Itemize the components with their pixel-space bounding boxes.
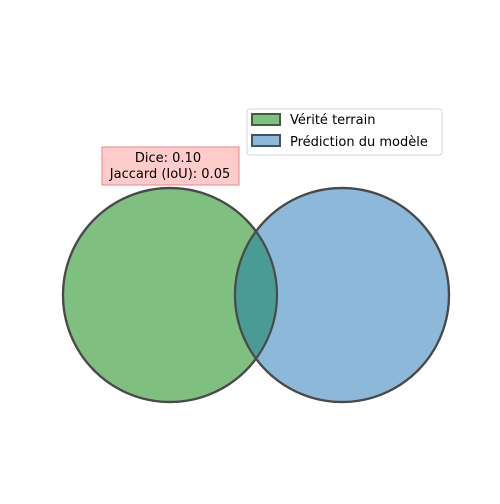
metrics-box: Dice: 0.10 Jaccard (IoU): 0.05	[101, 146, 240, 186]
ground-truth-outline	[61, 186, 279, 404]
dice-score-label: Dice: 0.10	[135, 151, 201, 166]
jaccard-score-label: Jaccard (IoU): 0.05	[109, 167, 230, 182]
metrics-box-background	[101, 146, 240, 186]
legend-frame	[246, 108, 443, 156]
legend-label-prediction: Prédiction du modèle	[290, 135, 428, 150]
legend: Vérité terrain Prédiction du modèle	[246, 108, 443, 156]
prediction-outline	[233, 186, 451, 404]
legend-swatch-ground-truth	[251, 113, 281, 126]
legend-label-ground-truth: Vérité terrain	[290, 113, 375, 128]
legend-swatch-prediction	[251, 134, 281, 147]
